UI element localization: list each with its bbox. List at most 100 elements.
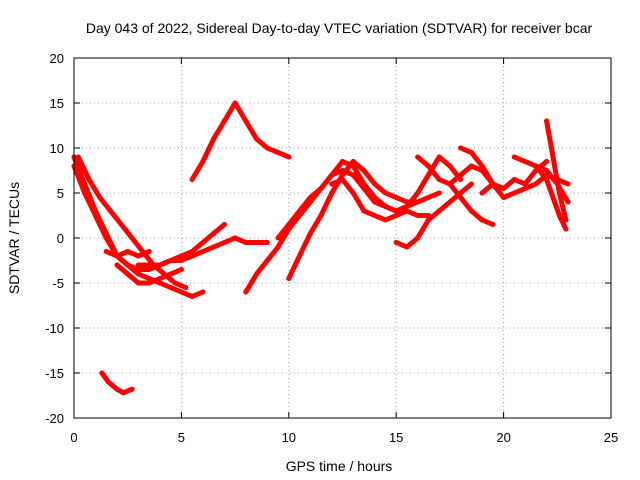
data-point	[243, 118, 249, 124]
data-point	[103, 235, 109, 241]
y-tick-label: -10	[45, 321, 64, 336]
data-point	[383, 190, 388, 196]
series-track-t	[544, 118, 569, 223]
data-point	[157, 280, 163, 286]
data-point	[129, 235, 135, 241]
data-point	[501, 195, 507, 200]
data-point	[264, 240, 270, 245]
data-point	[178, 253, 184, 259]
data-point	[211, 136, 217, 142]
data-point	[97, 195, 103, 200]
x-tick-label: 5	[178, 430, 185, 445]
data-point	[490, 181, 496, 187]
data-point	[415, 190, 421, 196]
data-point	[108, 208, 113, 214]
data-point	[415, 154, 421, 160]
data-point	[200, 249, 206, 254]
data-point	[372, 213, 378, 218]
data-point	[425, 172, 431, 178]
data-point	[243, 289, 249, 295]
data-point	[178, 289, 184, 295]
data-point	[86, 177, 92, 182]
data-point	[468, 181, 474, 187]
x-tick-label: 20	[496, 430, 510, 445]
data-point	[93, 213, 98, 218]
x-tick-label: 0	[70, 430, 77, 445]
data-point	[340, 159, 345, 164]
data-point	[447, 199, 453, 205]
data-point	[479, 190, 485, 196]
data-point	[178, 258, 184, 263]
y-tick-label: 0	[57, 231, 64, 246]
data-point	[135, 271, 141, 277]
data-point	[458, 195, 464, 200]
data-point	[329, 181, 335, 187]
data-point	[286, 276, 292, 281]
data-point	[425, 163, 431, 169]
data-point	[264, 145, 270, 151]
data-point	[221, 222, 227, 227]
data-point	[436, 177, 442, 182]
data-point	[468, 150, 474, 155]
data-point	[103, 249, 109, 254]
data-point	[565, 181, 571, 187]
data-point	[125, 249, 131, 254]
data-point	[501, 186, 507, 191]
data-point	[350, 172, 356, 178]
y-axis-label: SDTVAR / TECUs	[6, 182, 22, 294]
data-point	[565, 199, 571, 205]
data-point	[563, 217, 569, 223]
data-point	[340, 172, 345, 178]
data-point	[146, 280, 152, 286]
data-point	[120, 390, 126, 396]
data-point	[490, 222, 496, 227]
y-tick-label: -5	[52, 276, 64, 291]
data-point	[458, 172, 464, 178]
data-point	[114, 386, 120, 392]
data-point	[189, 294, 195, 299]
data-point	[361, 208, 367, 214]
chart-title: Day 043 of 2022, Sidereal Day-to-day VTE…	[86, 20, 593, 36]
data-point	[556, 213, 562, 218]
data-point	[533, 163, 539, 169]
data-point	[415, 235, 421, 241]
data-point	[275, 150, 281, 155]
data-point	[425, 217, 431, 223]
data-point	[404, 204, 410, 209]
data-point	[118, 222, 124, 227]
data-point	[189, 253, 195, 259]
data-point	[168, 258, 174, 263]
data-point	[221, 240, 227, 245]
data-point	[297, 253, 302, 259]
x-tick-label: 15	[389, 430, 403, 445]
y-tick-label: 5	[57, 186, 64, 201]
data-point	[254, 240, 260, 245]
data-point	[275, 235, 281, 241]
data-point	[183, 285, 189, 290]
data-point	[264, 258, 270, 263]
data-point	[146, 262, 152, 268]
data-point	[135, 262, 141, 268]
data-point	[178, 267, 184, 272]
data-point	[544, 177, 550, 182]
data-point	[114, 253, 120, 259]
data-point	[556, 190, 562, 196]
data-point	[372, 195, 378, 200]
series-track-l	[329, 177, 431, 223]
data-point	[172, 280, 178, 286]
data-point	[232, 235, 238, 241]
y-tick-label: -15	[45, 366, 64, 381]
x-tick-label: 10	[282, 430, 296, 445]
data-point	[307, 195, 313, 200]
axis-ticks: 0 5 10 15 20 25 -20 -15 -10 -5 0 5 10 15 20	[45, 51, 618, 445]
data-point	[329, 190, 335, 196]
data-point	[393, 240, 399, 245]
data-point	[350, 190, 356, 196]
y-tick-label: 10	[50, 141, 64, 156]
data-point	[318, 213, 324, 218]
data-point	[75, 154, 81, 160]
data-point	[415, 199, 421, 205]
x-tick-label: 25	[604, 430, 618, 445]
data-point	[329, 172, 335, 178]
